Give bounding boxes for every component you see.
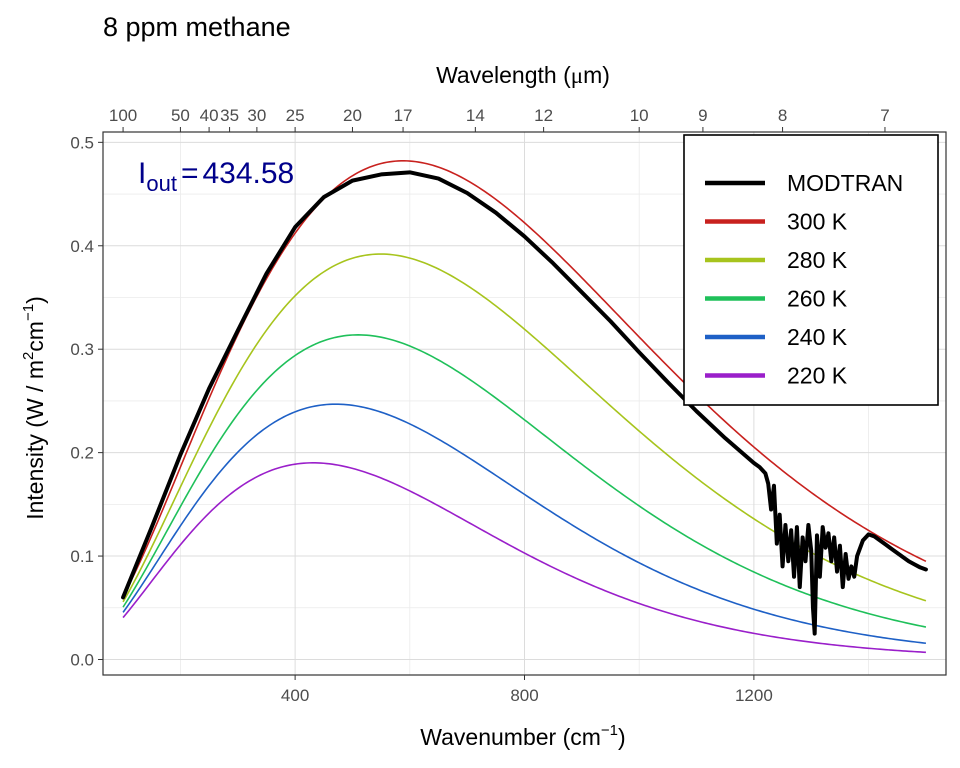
wavelength-tick-label: 14 xyxy=(466,106,485,125)
chart-title: 8 ppm methane xyxy=(103,12,291,42)
x-axis-title: Wavenumber (cm−1) xyxy=(420,722,625,750)
wavelength-tick-label: 17 xyxy=(394,106,413,125)
wavelength-tick-label: 35 xyxy=(220,106,239,125)
y-axis-title: Intensity (W / m2cm−1) xyxy=(20,296,48,520)
y-axis: 0.0 0.1 0.2 0.3 0.4 0.5 xyxy=(70,133,103,669)
y-tick-label: 0.2 xyxy=(70,444,94,463)
wavelength-tick-label: 40 xyxy=(200,106,219,125)
legend-label: 240 K xyxy=(787,324,848,350)
y-tick-label: 0.3 xyxy=(70,340,94,359)
series-lines xyxy=(121,160,928,654)
wavelength-tick-label: 50 xyxy=(171,106,190,125)
legend-box xyxy=(683,134,939,406)
series-line-modtran xyxy=(121,170,928,636)
legend-label: 280 K xyxy=(787,247,848,273)
legend-label: 260 K xyxy=(787,286,848,312)
wavelength-tick-label: 100 xyxy=(109,106,137,125)
series-line-240k xyxy=(122,403,927,645)
wavelength-tick-label: 12 xyxy=(534,106,553,125)
x-axis: 400 800 1200 xyxy=(281,675,773,705)
wavelength-tick-label: 10 xyxy=(630,106,649,125)
legend-label: 300 K xyxy=(787,209,848,235)
x-tick-label: 400 xyxy=(281,686,309,705)
legend-label: MODTRAN xyxy=(787,170,903,196)
y-tick-label: 0.5 xyxy=(70,133,94,152)
wavelength-tick-label: 20 xyxy=(343,106,362,125)
legend: MODTRAN 300 K 280 K 260 K 240 K 220 K xyxy=(683,134,939,406)
y-tick-label: 0.1 xyxy=(70,547,94,566)
i-out-annotation: Iout = 434.58 xyxy=(138,157,294,196)
wavelength-tick-label: 8 xyxy=(778,106,787,125)
wavelength-tick-label: 30 xyxy=(247,106,266,125)
wavelength-tick-label: 9 xyxy=(698,106,707,125)
y-tick-label: 0.4 xyxy=(70,237,94,256)
series-line-220k xyxy=(122,462,926,654)
x-tick-label: 1200 xyxy=(735,686,773,705)
top-wavelength-axis: 100 50 40 35 30 25 20 17 14 12 10 9 8 7 xyxy=(109,106,890,132)
legend-label: 220 K xyxy=(787,363,848,389)
top-axis-title: Wavelength (μm) xyxy=(436,62,610,88)
wavelength-tick-label: 25 xyxy=(286,106,305,125)
series-line-260k xyxy=(122,334,927,628)
y-tick-label: 0.0 xyxy=(70,650,94,669)
x-tick-label: 800 xyxy=(510,686,538,705)
wavelength-tick-label: 7 xyxy=(880,106,889,125)
